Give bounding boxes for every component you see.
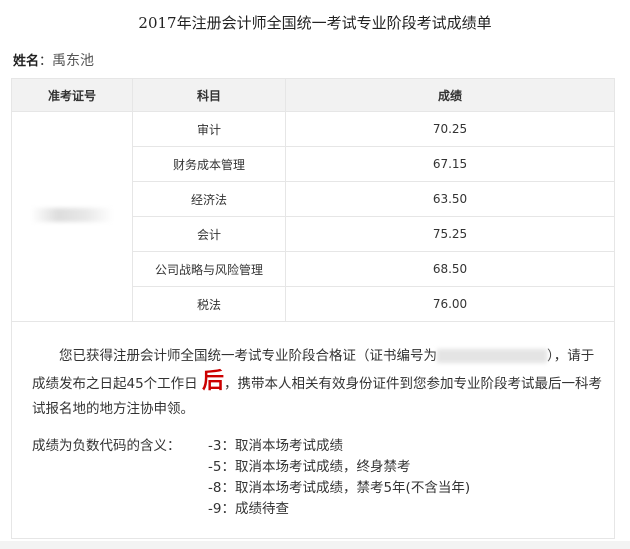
notice-text: ）， [547, 348, 568, 364]
code-item: -8：取消本场考试成绩，禁考5年(不含当年) [208, 480, 471, 496]
name-label: 姓名 [13, 54, 40, 69]
score-cell: 76.00 [285, 286, 615, 322]
page-title: 2017年注册会计师全国统一考试专业阶段考试成绩单 [138, 14, 492, 32]
subject-cell: 经济法 [132, 181, 286, 217]
subject-cell: 税法 [132, 286, 286, 322]
table-header-row: 准考证号 科目 成绩 [11, 78, 615, 112]
notice-box: 您已获得注册会计师全国统一考试专业阶段合格证（证书编号为 ），请于成绩发布之日起4… [11, 322, 615, 539]
score-cell: 67.15 [285, 146, 615, 182]
table-row: 税法 76.00 [12, 286, 615, 322]
code-item: -9：成绩待查 [208, 501, 289, 517]
subject-cell: 审计 [132, 111, 286, 147]
notice-text: ，携带本人相关有效身份证件到您参加专业阶段考试最后一科考试报名地的地方注协申领。 [32, 376, 602, 417]
table-row: 财务成本管理 67.15 [12, 146, 615, 182]
code-item: -5：取消本场考试成绩，终身禁考 [208, 459, 411, 475]
page-bottom-bar [0, 541, 630, 549]
subject-cell: 会计 [132, 216, 286, 252]
redacted-certificate-number [437, 349, 547, 363]
header-subject: 科目 [132, 78, 286, 112]
score-cell: 68.50 [285, 251, 615, 287]
notice-paragraph: 您已获得注册会计师全国统一考试专业阶段合格证（证书编号为 ），请于成绩发布之日起4… [32, 344, 602, 422]
code-item: -3：取消本场考试成绩 [208, 438, 343, 454]
table-row: 经济法 63.50 [12, 181, 615, 217]
exam-id-cell [11, 111, 133, 322]
redacted-exam-id [31, 208, 113, 222]
name-value: 禹东池 [52, 53, 95, 69]
table-row: 审计 70.25 [11, 111, 615, 322]
score-cell: 70.25 [285, 111, 615, 147]
header-exam-id: 准考证号 [11, 78, 133, 112]
header-score: 成绩 [285, 78, 615, 112]
candidate-name: 姓名：禹东池 [13, 50, 94, 70]
table-row: 公司战略与风险管理 68.50 [12, 251, 615, 287]
notice-text: 请于成绩发布之日起45个工作日 [32, 348, 595, 392]
name-separator: ： [39, 54, 53, 69]
score-table: 准考证号 科目 成绩 审计 70.25 财务成本管理 67.15 经济法 63.50… [11, 78, 615, 322]
codes-label: 成绩为负数代码的含义： [32, 438, 181, 454]
codes-list: -3：取消本场考试成绩 -5：取消本场考试成绩，终身禁考 -8：取消本场考试成绩… [208, 434, 470, 518]
emphasis-text: 后 [201, 369, 224, 394]
table-row: 会计 75.25 [12, 216, 615, 252]
notice-text: 您已获得注册会计师全国统一考试专业阶段合格证（证书编号为 [59, 348, 437, 364]
subject-cell: 公司战略与风险管理 [132, 251, 286, 287]
score-cell: 63.50 [285, 181, 615, 217]
score-cell: 75.25 [285, 216, 615, 252]
subject-cell: 财务成本管理 [132, 146, 286, 182]
